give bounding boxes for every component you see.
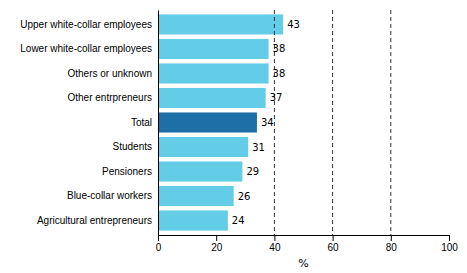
- x-axis: 0 20 40 60 80 100: [156, 235, 459, 253]
- bar: [158, 137, 248, 157]
- data-label: 43: [287, 19, 300, 30]
- bar: [158, 88, 266, 108]
- y-tick-label: Students: [113, 141, 152, 152]
- y-tick-label: Agricultural entrepreneurs: [37, 215, 152, 226]
- x-tick-label: 100: [441, 242, 458, 253]
- reference-line: [390, 10, 391, 235]
- y-tick: Pensioners: [102, 166, 152, 177]
- y-tick: Others or unknown: [68, 68, 153, 79]
- y-axis-line: [158, 11, 159, 236]
- x-axis-line: [159, 236, 450, 242]
- data-label: 34: [261, 117, 274, 128]
- data-label: 38: [273, 68, 286, 79]
- x-tick: 20: [211, 235, 223, 253]
- y-tick: Upper white-collar employees: [20, 19, 152, 30]
- x-tick: 60: [328, 235, 340, 253]
- marks: [158, 10, 391, 235]
- y-tick: Students: [113, 141, 152, 152]
- bar: [158, 161, 242, 181]
- reference-line: [332, 10, 333, 235]
- y-tick-label: Total: [131, 117, 152, 128]
- y-tick: Lower white-collar employees: [20, 43, 152, 54]
- x-tick-mark: [333, 235, 334, 241]
- x-tick-mark: [158, 235, 159, 241]
- y-tick-label: Others or unknown: [68, 68, 153, 79]
- y-tick-label: Pensioners: [102, 166, 152, 177]
- y-tick: Other entrpreneurs: [68, 92, 153, 103]
- x-tick-label: 60: [328, 242, 340, 253]
- bar: [158, 210, 228, 230]
- data-labels: 24 26 29 31 34 37 38 38 43: [232, 19, 300, 226]
- x-tick: 100: [441, 235, 458, 253]
- x-tick-label: 20: [211, 242, 223, 253]
- x-tick-label: 80: [386, 242, 398, 253]
- data-label: 26: [238, 191, 251, 202]
- y-tick-label: Other entrpreneurs: [68, 92, 153, 103]
- x-tick: 0: [156, 235, 162, 253]
- x-tick-label: 40: [269, 242, 281, 253]
- x-tick-mark: [449, 235, 450, 241]
- y-axis: Agricultural entrepreneurs Blue-collar wo…: [20, 11, 158, 236]
- chart: 0 20 40 60 80 100 Agricultural entrepreneurs Bl…: [0, 0, 467, 273]
- data-label: 31: [252, 142, 265, 153]
- y-tick-label: Blue-collar workers: [67, 190, 152, 201]
- x-tick: 80: [386, 235, 398, 253]
- data-label: 29: [246, 166, 259, 177]
- x-tick-mark: [274, 235, 275, 241]
- data-label: 38: [273, 43, 286, 54]
- y-tick-label: Lower white-collar employees: [20, 43, 152, 54]
- x-tick-mark: [391, 235, 392, 241]
- y-tick: Total: [131, 117, 152, 128]
- data-label: 24: [232, 215, 245, 226]
- x-tick: 40: [269, 235, 281, 253]
- bar: [158, 14, 283, 34]
- y-tick-label: Upper white-collar employees: [20, 19, 152, 30]
- x-tick-label: 0: [156, 242, 162, 253]
- y-tick: Blue-collar workers: [67, 190, 152, 201]
- data-label: 37: [270, 92, 283, 103]
- plot: 0 20 40 60 80 100 Agricultural entrepreneurs Bl…: [20, 10, 458, 253]
- bar: [158, 63, 269, 83]
- bar: [158, 112, 257, 132]
- bar: [158, 186, 234, 206]
- x-axis-title: %: [298, 257, 308, 270]
- y-tick: Agricultural entrepreneurs: [37, 215, 152, 226]
- x-tick-mark: [216, 235, 217, 241]
- bar: [158, 39, 269, 59]
